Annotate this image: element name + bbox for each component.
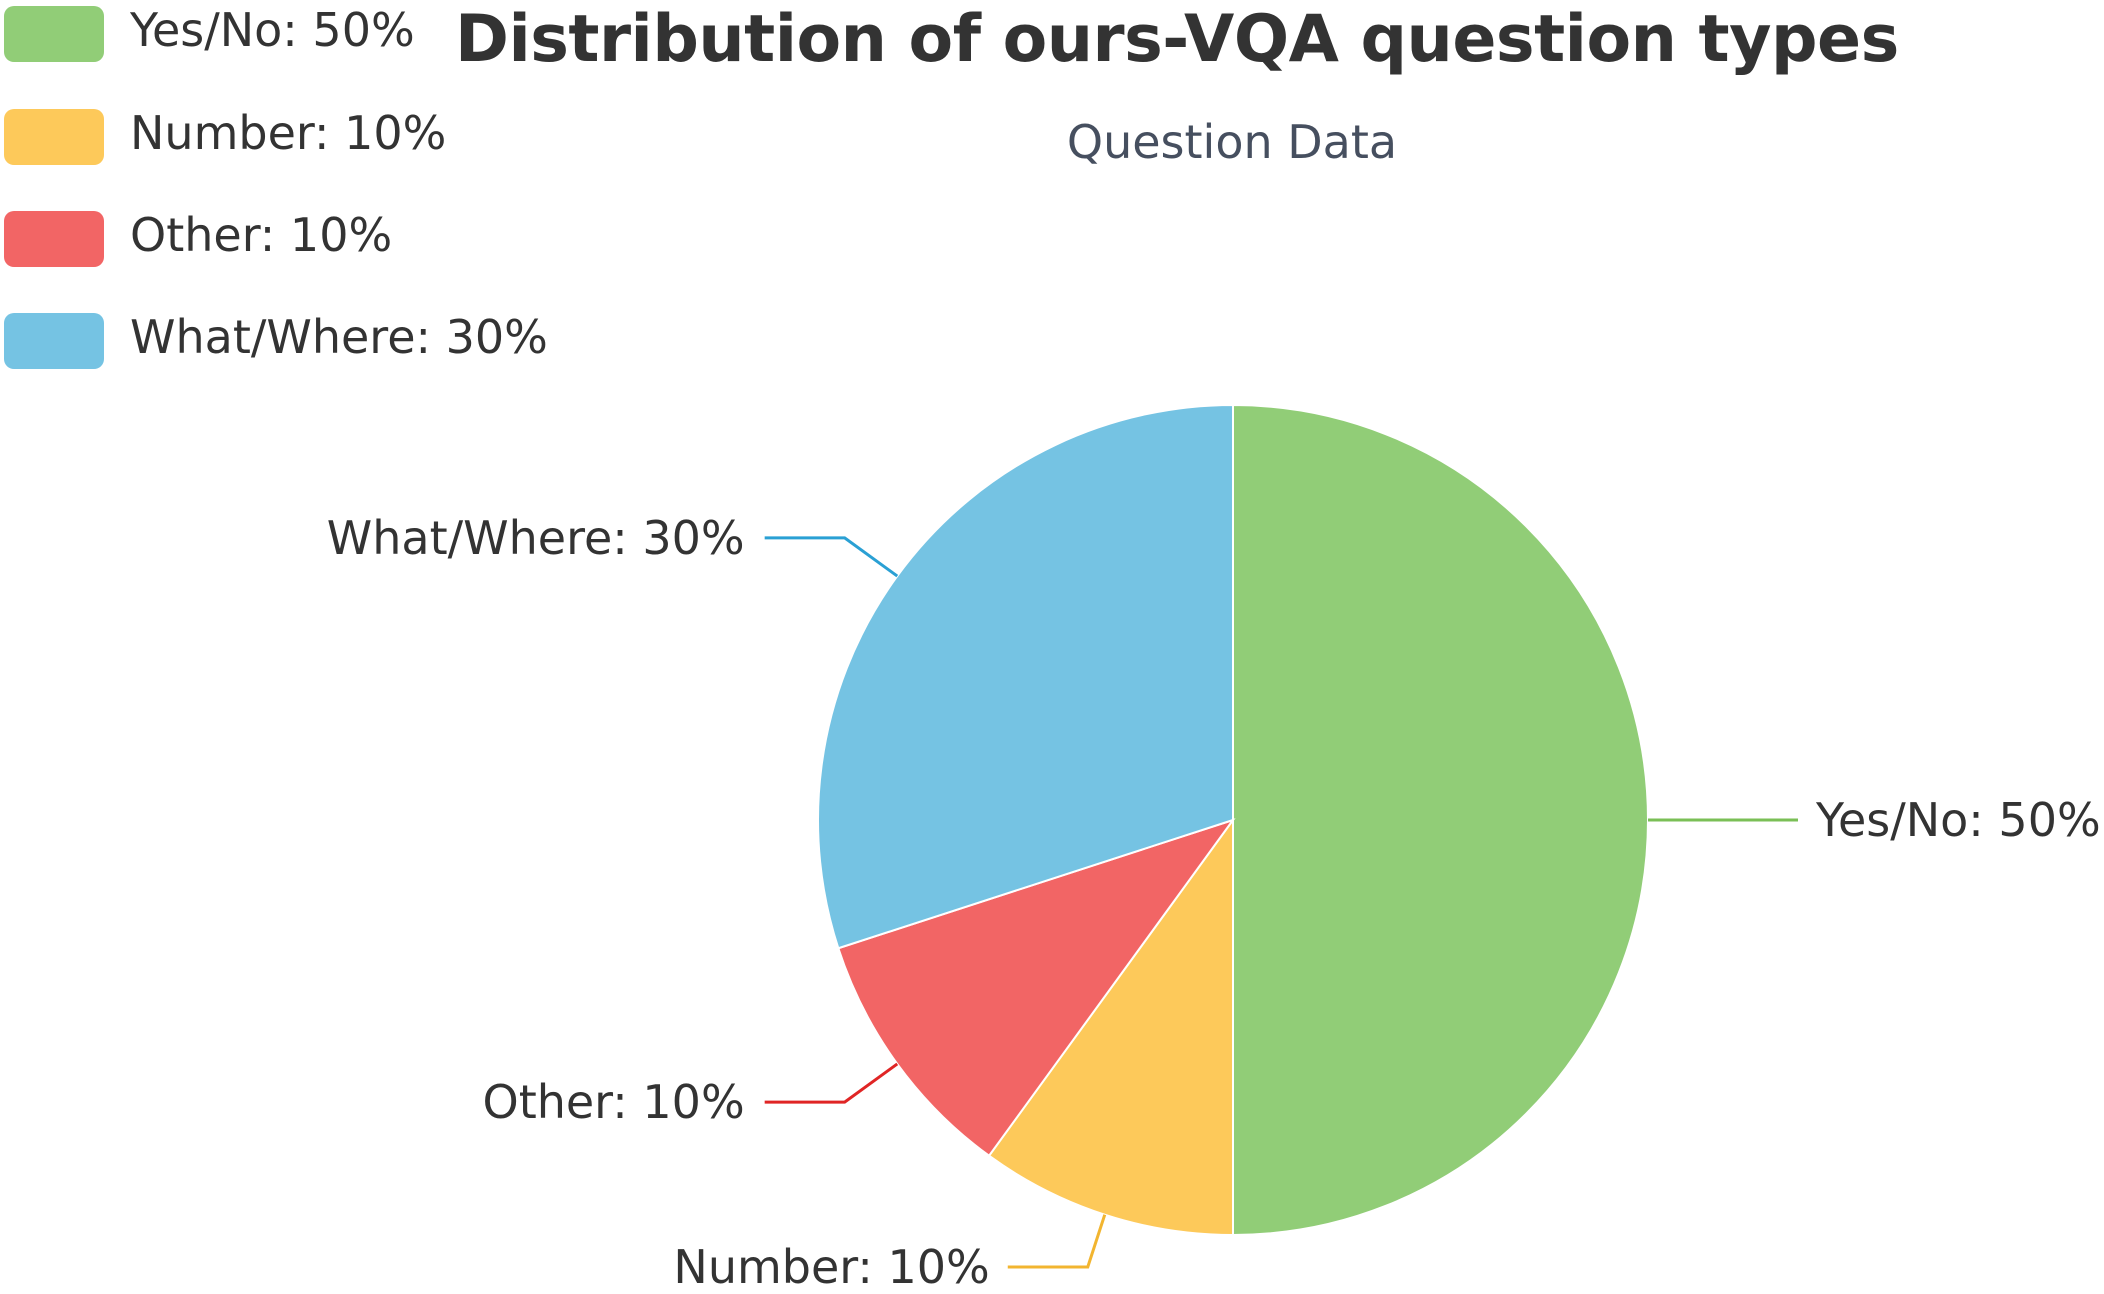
legend-label: Yes/No: 50%: [130, 3, 415, 57]
slice-label: Other: 10%: [482, 1075, 744, 1129]
chart-subtitle: Question Data: [1066, 115, 1398, 169]
slice-label: Yes/No: 50%: [1815, 793, 2101, 847]
legend-label: Other: 10%: [130, 208, 393, 262]
slice-label: What/Where: 30%: [327, 511, 745, 565]
leader-line: [764, 536, 899, 578]
legend-label: What/Where: 30%: [130, 310, 548, 364]
pie-slice-what-where[interactable]: [817, 403, 1234, 950]
legend-swatch: [4, 6, 104, 62]
slice-label: Number: 10%: [673, 1240, 989, 1294]
leader-line: [764, 1062, 899, 1104]
leader-line: [1007, 1214, 1107, 1269]
pie-slice-yes-no[interactable]: [1232, 403, 1649, 1237]
legend-label: Number: 10%: [130, 106, 447, 160]
legend-swatch: [4, 313, 104, 369]
chart-title: Distribution of ours-VQA question types: [455, 2, 1899, 77]
legend-swatch: [4, 109, 104, 165]
pie-slice-other[interactable]: [837, 818, 1236, 1158]
legend-swatch: [4, 211, 104, 267]
pie-slice-number[interactable]: [987, 816, 1234, 1237]
